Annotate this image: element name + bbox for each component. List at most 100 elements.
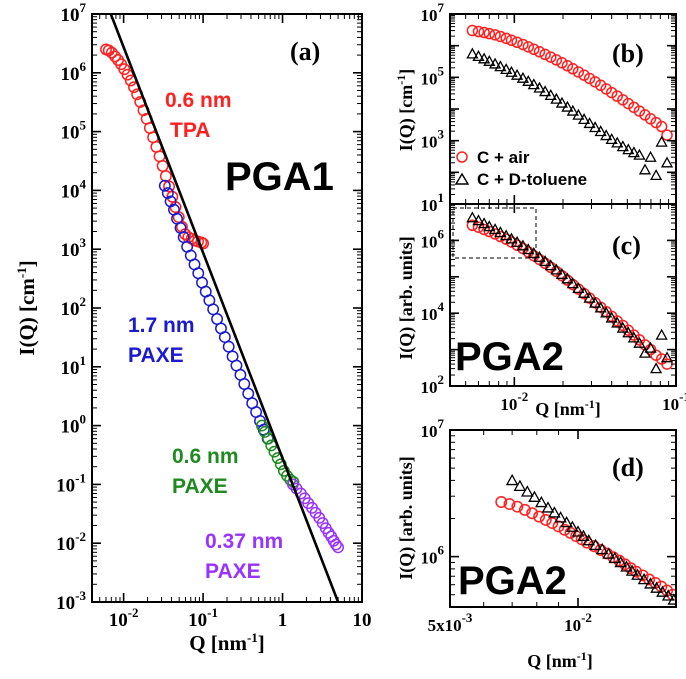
panel-d-series-1-point (595, 542, 609, 555)
panel-b-series-0-point (505, 34, 518, 47)
panel-c-series-1-point (594, 301, 607, 313)
annotation-paxe-2-size: 0.6 nm (172, 445, 239, 468)
panel-a-series-0-point (156, 160, 169, 172)
panel-d-xlabel: Q [nm-1] (527, 649, 593, 671)
panel-b-series-1-point (616, 140, 629, 152)
panel-b-legend: C + air C + D-toluene (454, 148, 587, 189)
annotation-paxe-2: 0.6 nm PAXE (172, 445, 239, 498)
panel-c-series-1-point (483, 220, 496, 232)
legend-label-c-air: C + air (477, 148, 530, 167)
panel-c-series-1-point (533, 250, 546, 262)
panel-a-series-1-point (207, 303, 220, 316)
panel-c-series-1-point (605, 311, 618, 323)
annotation-paxe-1: 1.7 nm PAXE (128, 314, 195, 367)
panel-c-series-1-point (555, 267, 569, 279)
panel-d-series-1-point (620, 560, 633, 572)
panel-d-series-1-point (528, 490, 541, 502)
panel-b-series-1-point (561, 100, 574, 112)
panel-a-series-1-point (161, 187, 174, 200)
panel-a-series-0-point (163, 180, 175, 193)
panel-c-series-1-point (550, 263, 563, 275)
legend-marker-c-air (456, 151, 468, 163)
panel-a-xlabel: Q [nm-1] (189, 630, 265, 655)
panel-a-ytick-label: 104 (61, 176, 87, 202)
panel-c-series-1-point (488, 223, 502, 235)
panel-b-series-0-point (550, 54, 563, 66)
panel-a-series-0-point (102, 44, 115, 57)
annotation-paxe-1-size: 1.7 nm (128, 314, 195, 337)
panel-b-series-1-point (594, 125, 607, 137)
annotation-paxe-1-name: PAXE (128, 344, 184, 367)
panel-b-series-1-point (494, 60, 507, 72)
panel-c-series-1-point (561, 272, 574, 284)
panel-b-series-1-point (488, 57, 502, 69)
panel-c-series-1-point (649, 362, 663, 374)
panel-d-series-1-point (637, 572, 651, 585)
panel-d-series-0-point (613, 554, 626, 567)
panel-d: 106 107 5x10-3 10-2 (d) PGA2 Q [nm-1] I(Q) … (396, 416, 677, 671)
panel-a-series-2-point (258, 425, 271, 438)
panel-a-xtick-label: 10-2 (109, 605, 139, 631)
panel-d-axes: 106 107 5x10-3 10-2 (421, 416, 676, 635)
panel-a-series-3-point (332, 541, 345, 554)
panel-d-series-1-point (513, 479, 527, 491)
panel-b-series-1-point (566, 104, 579, 116)
panel-d-letter: (d) (612, 453, 644, 482)
panel-c-series-1-point (572, 282, 585, 294)
panel-d-series-1-point (608, 551, 622, 564)
panel-d-series-1-point (650, 581, 663, 593)
panel-d-series-0-point (518, 503, 531, 516)
panel-b-series-0-point (528, 43, 540, 56)
panel-b-letter: (b) (612, 39, 644, 68)
annotation-paxe-3: 0.37 nm PAXE (205, 530, 283, 583)
legend-marker-c-dtoluene (454, 172, 470, 185)
panel-b-series-0-point (483, 27, 496, 40)
panel-d-series-1-point (582, 533, 596, 546)
panel-a-series-0-point (121, 68, 134, 81)
panel-b-series-0-point (494, 30, 507, 43)
panel-c-series-1-point (644, 341, 657, 353)
panel-d-series-1-point (656, 585, 669, 597)
panel-d-ytick-label: 107 (421, 416, 445, 441)
panel-b-series-0-point (478, 26, 490, 39)
panel-d-ytick-label: 106 (421, 543, 445, 568)
panel-a-series-2-point (262, 432, 275, 445)
panel-b-series-0-point (472, 25, 485, 38)
panel-d-xtick-label: 5x10-3 (428, 610, 473, 635)
panel-a-ytick-label: 106 (61, 59, 87, 85)
panel-b-series-0-point (567, 63, 579, 75)
panel-c-ylabel: I(Q) [arb. units] (396, 236, 417, 360)
annotation-paxe-3-size: 0.37 nm (205, 530, 283, 553)
panel-c-series-1-point (477, 217, 491, 229)
panel-b-series-1-point (505, 65, 518, 77)
panel-c-ytick-label: 102 (421, 372, 445, 397)
panel-c-series-1-point (622, 326, 635, 338)
panel-b-series-0-point (556, 57, 568, 69)
panel-d-series-1-point (667, 593, 676, 605)
panel-d-series-1-point (631, 568, 644, 580)
panel-a-ytick-label: 10-2 (56, 529, 86, 555)
panel-a-xtick-label: 1 (278, 610, 288, 631)
panel-b-series-1-point (633, 148, 646, 160)
panel-d-series-0-point (526, 507, 539, 520)
panel-d-series-0-point (630, 565, 643, 578)
panel-b-series-0-point (466, 24, 479, 37)
panel-a-series-0-point (109, 50, 121, 63)
panel-d-series-0-point (558, 523, 571, 536)
panel-c-xtick-label: 10-1 (662, 389, 686, 414)
panel-b-series-1-point (500, 63, 513, 75)
panel-b-series-0-point (522, 41, 535, 53)
panel-c-series-1-point (627, 331, 641, 343)
annotation-tpa: 0.6 nm TPA (165, 89, 232, 142)
panel-b-series-0-point (539, 48, 551, 61)
panel-b-series-1-point (466, 47, 479, 59)
panel-b-series-1-point (577, 113, 591, 125)
panel-a-series-3-point (286, 478, 299, 491)
panel-d-series-0-point (511, 500, 524, 513)
panel-c-series-1-point (655, 328, 668, 340)
annotation-paxe-3-name: PAXE (205, 560, 261, 583)
panel-b-series-1-point (589, 121, 602, 133)
panel-b-series-0-point (655, 120, 668, 133)
panel-b-series-1-point (555, 96, 569, 108)
panel-a-letter: (a) (290, 37, 320, 66)
